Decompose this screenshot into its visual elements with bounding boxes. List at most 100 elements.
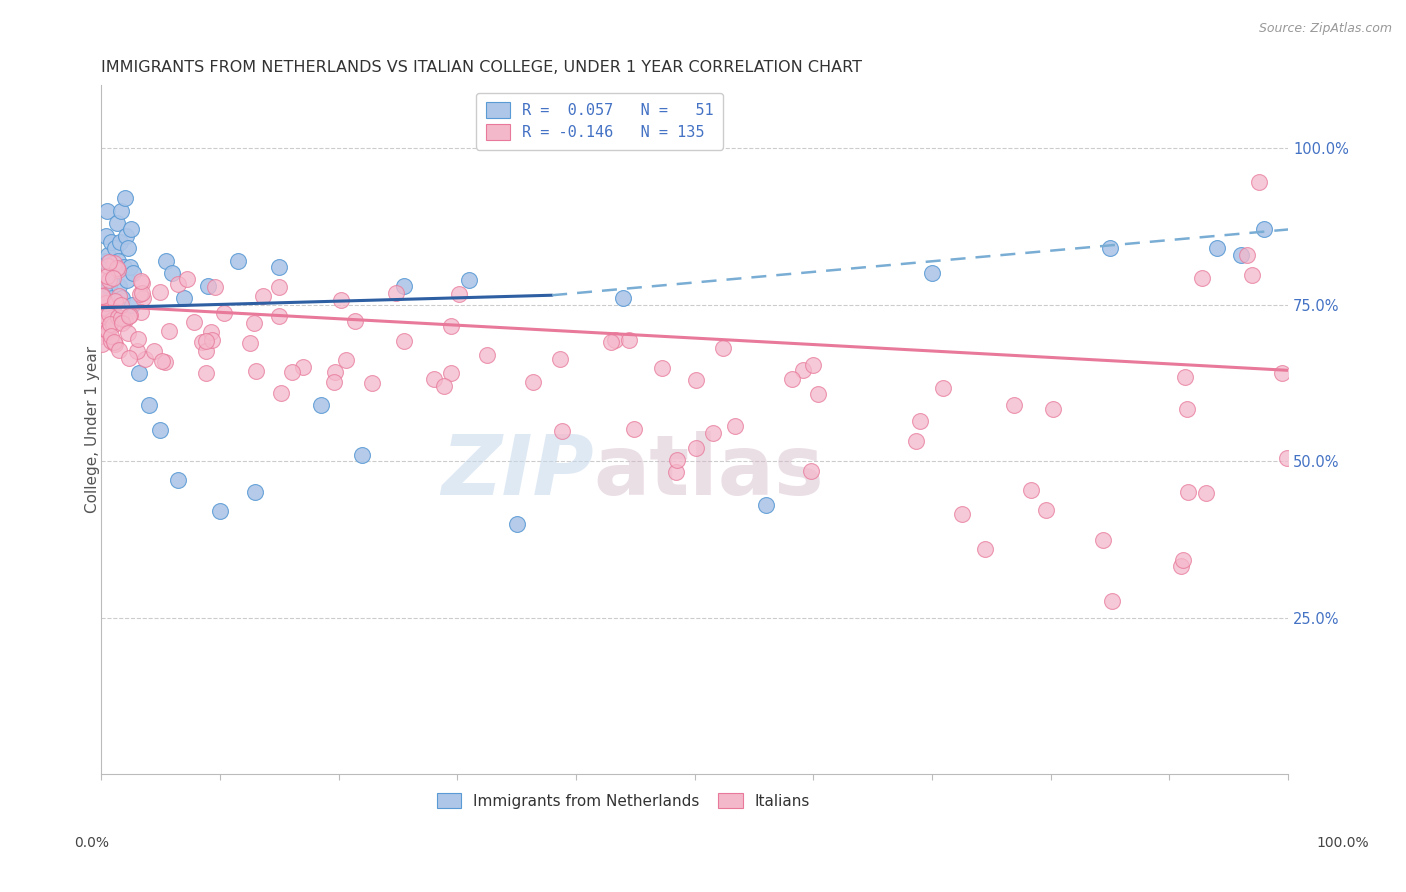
Point: [1171, 552, 1194, 566]
Point: [91, 287, 114, 301]
Point: [111, 291, 134, 305]
Point: [94, 301, 117, 316]
Point: [197, 278, 219, 293]
Point: [433, 378, 456, 392]
Point: [143, 343, 166, 358]
Point: [1205, 241, 1227, 255]
Point: [107, 263, 129, 277]
Point: [97, 247, 120, 261]
Point: [605, 333, 627, 347]
Point: [908, 414, 931, 428]
Point: [121, 297, 143, 311]
Point: [801, 358, 824, 372]
Point: [96, 324, 118, 338]
Text: 0.0%: 0.0%: [75, 837, 108, 850]
Point: [599, 334, 621, 349]
Point: [252, 289, 274, 303]
Point: [204, 280, 226, 294]
Point: [1253, 222, 1275, 236]
Point: [96, 268, 118, 283]
Point: [90, 329, 112, 343]
Point: [129, 304, 152, 318]
Point: [111, 317, 134, 331]
Point: [619, 333, 641, 347]
Point: [149, 285, 172, 299]
Text: Source: ZipAtlas.com: Source: ZipAtlas.com: [1258, 22, 1392, 36]
Point: [1175, 401, 1198, 416]
Point: [117, 326, 139, 341]
Point: [702, 426, 724, 441]
Point: [107, 289, 129, 303]
Point: [440, 366, 463, 380]
Point: [100, 334, 122, 348]
Point: [131, 276, 153, 290]
Point: [162, 266, 184, 280]
Point: [97, 324, 120, 338]
Point: [1275, 450, 1298, 465]
Point: [108, 235, 131, 249]
Point: [1240, 268, 1263, 282]
Point: [93, 310, 115, 324]
Point: [782, 372, 804, 386]
Point: [110, 310, 132, 325]
Point: [807, 386, 830, 401]
Point: [131, 286, 153, 301]
Point: [800, 464, 823, 478]
Y-axis label: College, Under 1 year: College, Under 1 year: [86, 346, 100, 514]
Point: [1229, 247, 1251, 261]
Point: [440, 318, 463, 333]
Point: [98, 255, 121, 269]
Point: [921, 266, 943, 280]
Point: [176, 272, 198, 286]
Legend: Immigrants from Netherlands, Italians: Immigrants from Netherlands, Italians: [430, 787, 817, 814]
Point: [118, 351, 141, 366]
Point: [96, 203, 118, 218]
Point: [117, 241, 139, 255]
Point: [97, 307, 120, 321]
Point: [157, 324, 180, 338]
Point: [201, 333, 224, 347]
Point: [117, 310, 139, 324]
Point: [115, 228, 138, 243]
Point: [103, 256, 125, 270]
Point: [138, 398, 160, 412]
Text: ZIP: ZIP: [441, 431, 593, 512]
Point: [423, 372, 446, 386]
Point: [100, 329, 122, 343]
Point: [150, 354, 173, 368]
Point: [1174, 370, 1197, 384]
Point: [200, 325, 222, 339]
Point: [245, 485, 267, 500]
Point: [458, 272, 481, 286]
Point: [103, 266, 125, 280]
Point: [1035, 503, 1057, 517]
Point: [101, 291, 124, 305]
Point: [105, 260, 128, 275]
Point: [1002, 399, 1025, 413]
Point: [1177, 485, 1199, 500]
Point: [98, 317, 121, 331]
Text: atlas: atlas: [593, 431, 824, 512]
Point: [101, 318, 124, 332]
Point: [134, 351, 156, 366]
Point: [195, 334, 218, 348]
Point: [522, 375, 544, 389]
Point: [335, 353, 357, 368]
Point: [104, 241, 127, 255]
Point: [127, 344, 149, 359]
Point: [651, 361, 673, 376]
Point: [352, 448, 374, 462]
Point: [122, 266, 145, 280]
Point: [1021, 483, 1043, 497]
Point: [212, 306, 235, 320]
Point: [96, 316, 118, 330]
Point: [1195, 485, 1218, 500]
Point: [90, 272, 112, 286]
Point: [269, 310, 291, 324]
Point: [100, 235, 122, 249]
Point: [94, 296, 117, 310]
Point: [94, 295, 117, 310]
Point: [281, 365, 304, 379]
Point: [755, 498, 778, 512]
Point: [91, 337, 114, 351]
